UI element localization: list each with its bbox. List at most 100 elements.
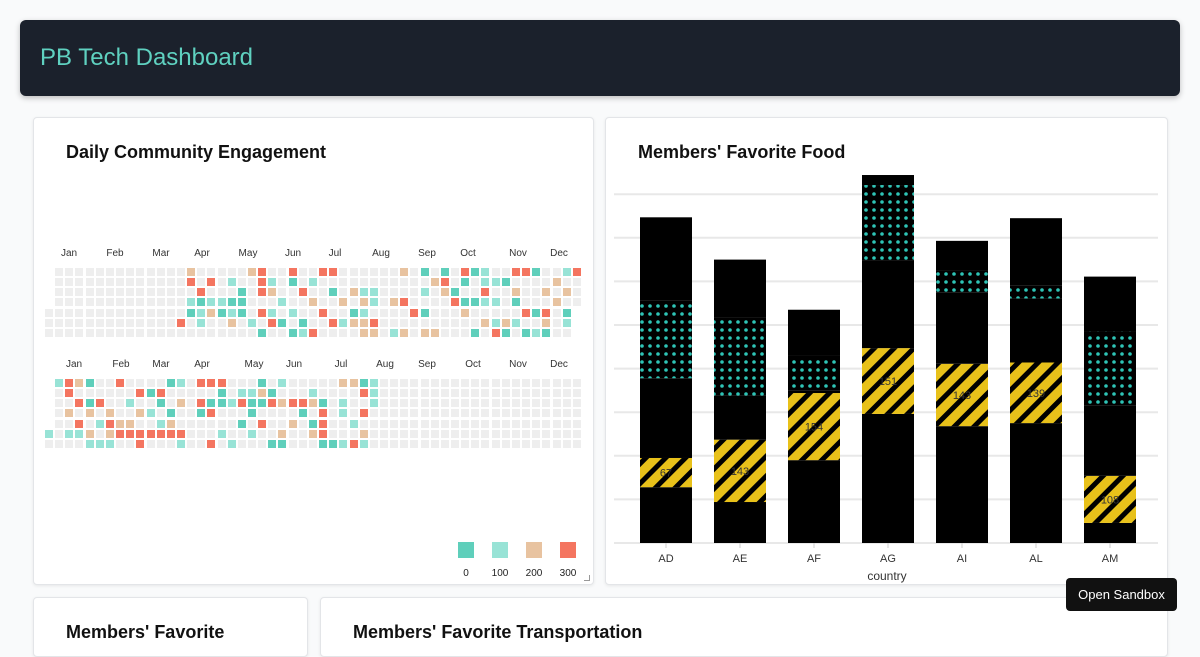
heatmap-cell[interactable]	[176, 389, 185, 398]
heatmap-cell[interactable]	[166, 429, 175, 438]
heatmap-cell[interactable]	[126, 429, 135, 438]
heatmap-cell[interactable]	[176, 439, 185, 448]
heatmap-cell[interactable]	[146, 439, 155, 448]
heatmap-cell[interactable]	[227, 439, 236, 448]
heatmap-cell[interactable]	[461, 409, 470, 418]
heatmap-cell[interactable]	[298, 379, 307, 387]
heatmap-cell[interactable]	[227, 328, 236, 337]
heatmap-cell[interactable]	[136, 328, 145, 337]
heatmap-cell[interactable]	[522, 429, 531, 438]
heatmap-cell[interactable]	[75, 379, 84, 387]
heatmap-cell[interactable]	[136, 288, 145, 297]
heatmap-cell[interactable]	[451, 328, 459, 337]
heatmap-cell[interactable]	[207, 389, 216, 398]
heatmap-cell[interactable]	[491, 409, 500, 418]
heatmap-cell[interactable]	[329, 328, 338, 337]
heatmap-cell[interactable]	[176, 419, 185, 428]
heatmap-cell[interactable]	[461, 288, 470, 297]
heatmap-cell[interactable]	[552, 439, 561, 448]
heatmap-cell[interactable]	[329, 318, 338, 327]
heatmap-cell[interactable]	[511, 328, 520, 337]
heatmap-cell[interactable]	[187, 298, 196, 307]
heatmap-cell[interactable]	[176, 429, 185, 438]
heatmap-cell[interactable]	[187, 308, 196, 317]
heatmap-cell[interactable]	[390, 298, 399, 307]
heatmap-cell[interactable]	[116, 409, 125, 418]
heatmap-cell[interactable]	[319, 389, 328, 398]
heatmap-cell[interactable]	[379, 278, 388, 287]
heatmap-cell[interactable]	[471, 429, 480, 438]
heatmap-cell[interactable]	[146, 419, 155, 428]
heatmap-cell[interactable]	[451, 419, 459, 428]
heatmap-cell[interactable]	[187, 429, 196, 438]
heatmap-cell[interactable]	[45, 439, 53, 448]
heatmap-cell[interactable]	[156, 328, 165, 337]
heatmap-cell[interactable]	[329, 268, 338, 276]
heatmap-cell[interactable]	[491, 268, 500, 276]
heatmap-cell[interactable]	[288, 288, 297, 297]
heatmap-cell[interactable]	[501, 308, 510, 317]
heatmap-cell[interactable]	[288, 328, 297, 337]
heatmap-cell[interactable]	[146, 268, 155, 276]
heatmap-cell[interactable]	[55, 409, 64, 418]
heatmap-cell[interactable]	[105, 439, 114, 448]
heatmap-cell[interactable]	[45, 318, 53, 327]
heatmap-cell[interactable]	[85, 298, 94, 307]
heatmap-cell[interactable]	[572, 379, 581, 387]
heatmap-cell[interactable]	[572, 298, 581, 307]
heatmap-cell[interactable]	[329, 288, 338, 297]
heatmap-cell[interactable]	[542, 288, 551, 297]
heatmap-cell[interactable]	[166, 439, 175, 448]
heatmap-cell[interactable]	[349, 308, 358, 317]
heatmap-cell[interactable]	[258, 409, 267, 418]
heatmap-cell[interactable]	[511, 298, 520, 307]
heatmap-cell[interactable]	[400, 298, 409, 307]
heatmap-cell[interactable]	[542, 308, 551, 317]
heatmap-cell[interactable]	[379, 288, 388, 297]
heatmap-cell[interactable]	[491, 328, 500, 337]
heatmap-cell[interactable]	[440, 278, 449, 287]
heatmap-cell[interactable]	[420, 399, 429, 408]
heatmap-cell[interactable]	[319, 328, 328, 337]
heatmap-cell[interactable]	[461, 318, 470, 327]
heatmap-cell[interactable]	[85, 419, 94, 428]
heatmap-cell[interactable]	[522, 389, 531, 398]
heatmap-cell[interactable]	[55, 278, 64, 287]
heatmap-cell[interactable]	[329, 389, 338, 398]
heatmap-cell[interactable]	[349, 268, 358, 276]
heatmap-cell[interactable]	[75, 308, 84, 317]
heatmap-cell[interactable]	[75, 409, 84, 418]
heatmap-cell[interactable]	[501, 389, 510, 398]
heatmap-cell[interactable]	[217, 288, 226, 297]
heatmap-cell[interactable]	[217, 298, 226, 307]
heatmap-cell[interactable]	[227, 318, 236, 327]
heatmap-cell[interactable]	[248, 328, 256, 337]
heatmap-cell[interactable]	[552, 288, 561, 297]
heatmap-cell[interactable]	[105, 308, 114, 317]
heatmap-cell[interactable]	[65, 308, 74, 317]
heatmap-cell[interactable]	[207, 419, 216, 428]
heatmap-cell[interactable]	[187, 389, 196, 398]
heatmap-cell[interactable]	[268, 298, 277, 307]
heatmap-cell[interactable]	[501, 318, 510, 327]
heatmap-cell[interactable]	[410, 278, 419, 287]
heatmap-cell[interactable]	[136, 429, 145, 438]
heatmap-cell[interactable]	[349, 328, 358, 337]
heatmap-cell[interactable]	[329, 399, 338, 408]
heatmap-cell[interactable]	[562, 389, 571, 398]
heatmap-cell[interactable]	[278, 409, 287, 418]
heatmap-cell[interactable]	[55, 389, 64, 398]
heatmap-cell[interactable]	[349, 439, 358, 448]
heatmap-cell[interactable]	[298, 439, 307, 448]
heatmap-cell[interactable]	[461, 399, 470, 408]
heatmap-cell[interactable]	[95, 328, 104, 337]
heatmap-cell[interactable]	[420, 379, 429, 387]
heatmap-cell[interactable]	[572, 419, 581, 428]
heatmap-cell[interactable]	[308, 439, 317, 448]
heatmap-cell[interactable]	[197, 379, 206, 387]
heatmap-cell[interactable]	[55, 268, 64, 276]
heatmap-cell[interactable]	[116, 389, 125, 398]
heatmap-cell[interactable]	[126, 278, 135, 287]
heatmap-cell[interactable]	[339, 389, 348, 398]
heatmap-cell[interactable]	[227, 308, 236, 317]
